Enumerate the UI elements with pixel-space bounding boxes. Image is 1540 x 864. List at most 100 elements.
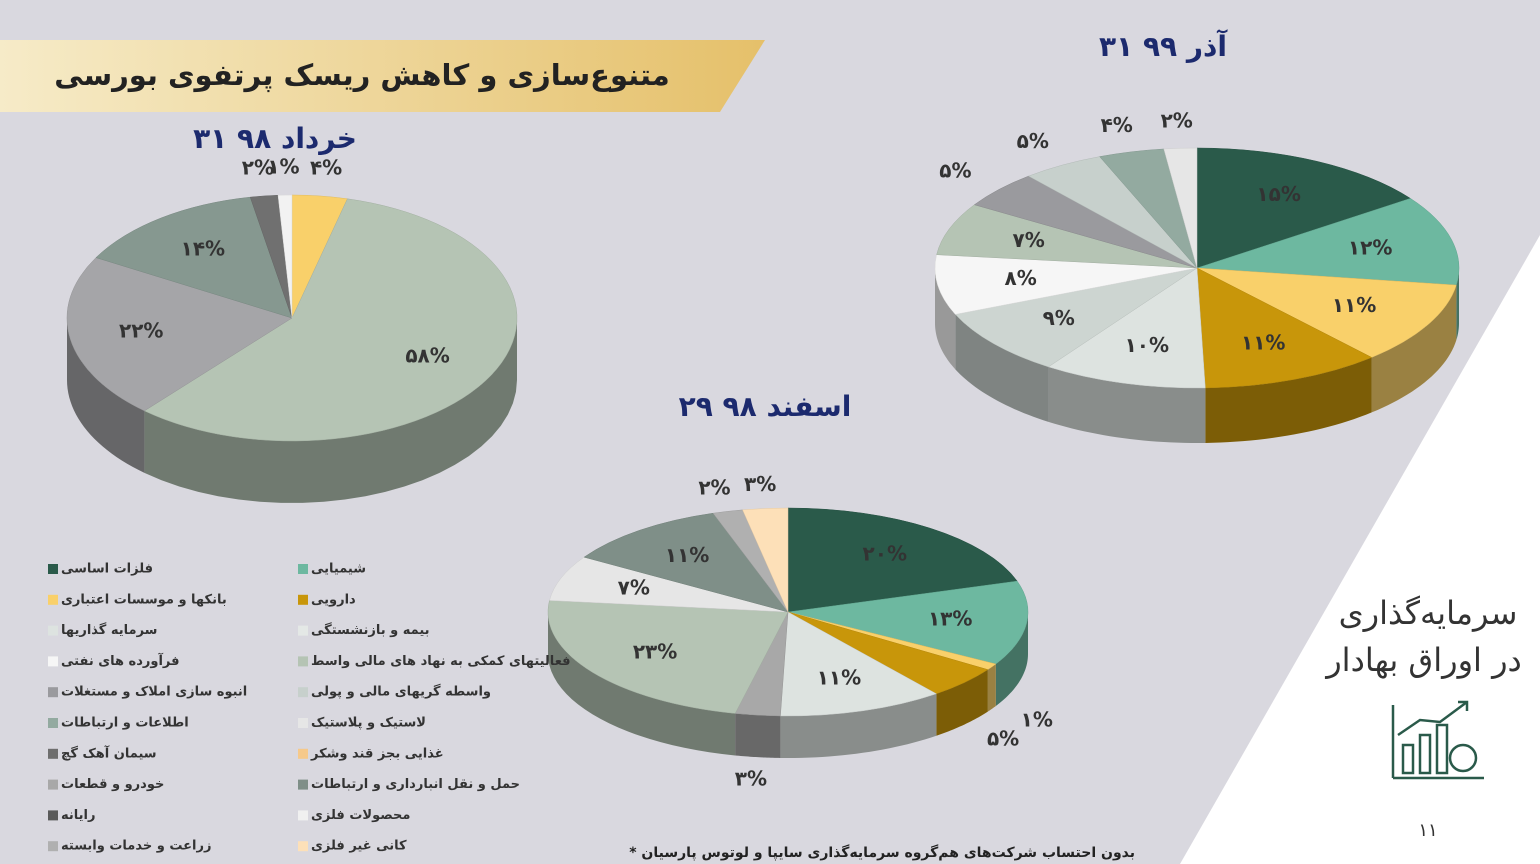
data-label: ۸% bbox=[1005, 266, 1037, 290]
data-label: ۹% bbox=[1043, 306, 1075, 330]
legend-swatch bbox=[48, 564, 58, 574]
pie-slice bbox=[277, 194, 293, 319]
pie-side bbox=[935, 268, 956, 370]
growth-icon bbox=[1391, 700, 1484, 780]
legend-label: غذایی بجز قند وشکر bbox=[310, 746, 444, 761]
data-label: ۳% bbox=[744, 472, 776, 496]
legend-label: شیمیایی bbox=[311, 562, 366, 577]
pie-slice bbox=[549, 556, 789, 613]
data-label: ۱% bbox=[267, 155, 299, 179]
data-label: ۵% bbox=[1017, 129, 1049, 153]
side-panel bbox=[1180, 235, 1540, 864]
legend-label: بانکها و موسسات اعتباری bbox=[61, 592, 227, 607]
data-label: ۱۴% bbox=[181, 237, 225, 261]
data-label: ۵% bbox=[939, 159, 971, 183]
legend-swatch bbox=[298, 564, 308, 574]
pie-side bbox=[144, 318, 517, 503]
legend-label: واسطه گریهای مالی و پولی bbox=[311, 684, 491, 700]
pie-slice bbox=[583, 512, 789, 613]
pie-side bbox=[67, 318, 145, 473]
data-label: ۵% bbox=[987, 727, 1019, 751]
chart-title: ۳۱ آذر ۹۹ bbox=[1099, 29, 1228, 63]
pie-slice bbox=[95, 196, 293, 319]
data-label: ۱۲% bbox=[1348, 235, 1392, 259]
pie-side bbox=[987, 664, 996, 712]
pie-slice bbox=[1163, 147, 1198, 269]
legend-swatch bbox=[298, 779, 308, 790]
pie-side bbox=[1456, 268, 1459, 341]
data-label: ۷% bbox=[618, 575, 650, 599]
data-label: ۱% bbox=[1021, 707, 1053, 731]
side-title: در اوراق بهادار bbox=[1324, 641, 1522, 679]
data-label: ۱۱% bbox=[817, 666, 861, 690]
legend-label: فلزات اساسی bbox=[61, 562, 153, 577]
legend-label: دارویی bbox=[311, 592, 356, 607]
data-label: ۳% bbox=[735, 766, 767, 790]
title-banner bbox=[0, 40, 765, 112]
legend-swatch bbox=[48, 779, 58, 790]
legend-label: سرمایه گذاریها bbox=[61, 622, 157, 638]
legend-label: رایانه bbox=[61, 808, 95, 823]
pie-slice bbox=[936, 204, 1198, 269]
pie-side bbox=[936, 669, 988, 736]
legend-swatch bbox=[298, 748, 308, 759]
legend-swatch bbox=[298, 625, 308, 636]
pie-slice bbox=[1047, 267, 1206, 389]
legend-label: انبوه سازی املاک و مستغلات bbox=[61, 685, 247, 700]
data-label: ۴% bbox=[1101, 113, 1133, 137]
pie-side bbox=[548, 612, 736, 756]
legend-swatch bbox=[48, 748, 58, 759]
legend-swatch bbox=[298, 718, 308, 728]
legend-label: سیمان آهک گچ bbox=[61, 744, 157, 761]
legend-swatch bbox=[48, 625, 58, 636]
pie-side bbox=[1371, 285, 1457, 413]
pie-slice bbox=[1196, 198, 1460, 286]
legend-label: محصولات فلزی bbox=[311, 808, 410, 823]
legend-label: زراعت و خدمات وابسته bbox=[61, 839, 211, 854]
data-label: ۲% bbox=[1161, 108, 1193, 132]
page-number: ۱۱ bbox=[1418, 820, 1437, 841]
data-label: ۱۵% bbox=[1256, 182, 1300, 206]
pie-slice bbox=[1196, 147, 1411, 269]
pie-slice bbox=[143, 198, 518, 442]
legend-label: فعالیتهای کمکی به نهاد های مالی واسط bbox=[311, 654, 571, 669]
legend-label: بیمه و بازنشستگی bbox=[311, 622, 430, 638]
data-label: ۲۳% bbox=[633, 640, 677, 664]
legend-label: فرآورده های نفتی bbox=[61, 652, 180, 669]
pie-side bbox=[735, 713, 781, 758]
pie-slice bbox=[787, 507, 1018, 613]
data-label: ۲۰% bbox=[863, 542, 907, 566]
pie-side bbox=[780, 693, 937, 758]
legend-label: خودرو و قطعات bbox=[61, 777, 164, 792]
legend-swatch bbox=[48, 594, 58, 605]
pie-slice bbox=[780, 611, 937, 717]
data-label: ۱۰% bbox=[1125, 333, 1169, 357]
pie-side bbox=[1048, 366, 1206, 443]
chart-title: ۳۱ خرداد ۹۸ bbox=[193, 122, 357, 155]
data-label: ۲۲% bbox=[119, 319, 163, 343]
legend-swatch bbox=[48, 656, 58, 667]
data-label: ۱۱% bbox=[1241, 330, 1285, 354]
legend-label: حمل و نقل انبارداری و ارتباطات bbox=[311, 777, 520, 792]
footnote: * بدون احتساب شرکت‌های هم‌گروه سرمایه‌گذ… bbox=[629, 844, 1135, 861]
pie-slice bbox=[954, 267, 1198, 368]
pie-slice bbox=[787, 580, 1029, 665]
pie-slice bbox=[1196, 267, 1373, 389]
pie-slice bbox=[742, 507, 789, 613]
pie-side bbox=[955, 314, 1049, 422]
legend-swatch bbox=[48, 718, 58, 728]
data-label: ۱۳% bbox=[928, 606, 972, 630]
pie-side bbox=[995, 612, 1028, 706]
legend-swatch bbox=[298, 841, 308, 852]
legend-swatch bbox=[48, 810, 58, 821]
slide-title: متنوع‌سازی و کاهش ریسک پرتفوی بورسی bbox=[54, 58, 670, 93]
legend-swatch bbox=[298, 687, 308, 698]
data-label: ۲% bbox=[242, 156, 274, 180]
data-label: ۱۱% bbox=[665, 543, 709, 567]
data-label: ۲% bbox=[698, 476, 730, 500]
pie-slice bbox=[66, 257, 293, 412]
data-label: ۱۱% bbox=[1332, 293, 1376, 317]
chart-title: ۲۹ اسفند ۹۸ bbox=[679, 390, 852, 423]
legend-swatch bbox=[48, 841, 58, 852]
